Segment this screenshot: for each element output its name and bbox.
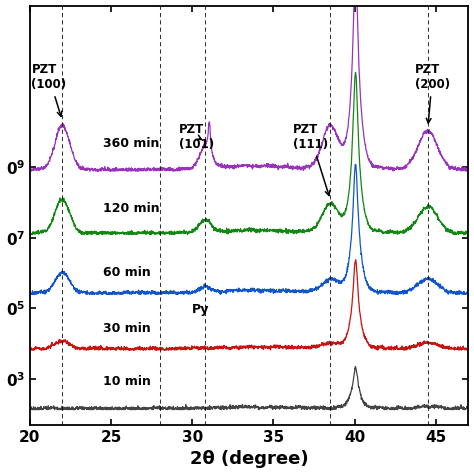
- Text: Py: Py: [192, 303, 210, 317]
- Text: Pt(111): Pt(111): [0, 473, 1, 474]
- Text: 120 min: 120 min: [103, 202, 160, 215]
- Text: PZT
(100): PZT (100): [31, 64, 66, 116]
- Text: 10 min: 10 min: [103, 375, 151, 389]
- X-axis label: 2θ (degree): 2θ (degree): [190, 450, 309, 468]
- Text: 60 min: 60 min: [103, 266, 151, 279]
- Text: PZT
(200): PZT (200): [415, 64, 450, 123]
- Text: PZT
(101): PZT (101): [179, 123, 214, 151]
- Text: PZT
(111): PZT (111): [293, 123, 330, 195]
- Text: 360 min: 360 min: [103, 137, 159, 150]
- Text: 30 min: 30 min: [103, 321, 151, 335]
